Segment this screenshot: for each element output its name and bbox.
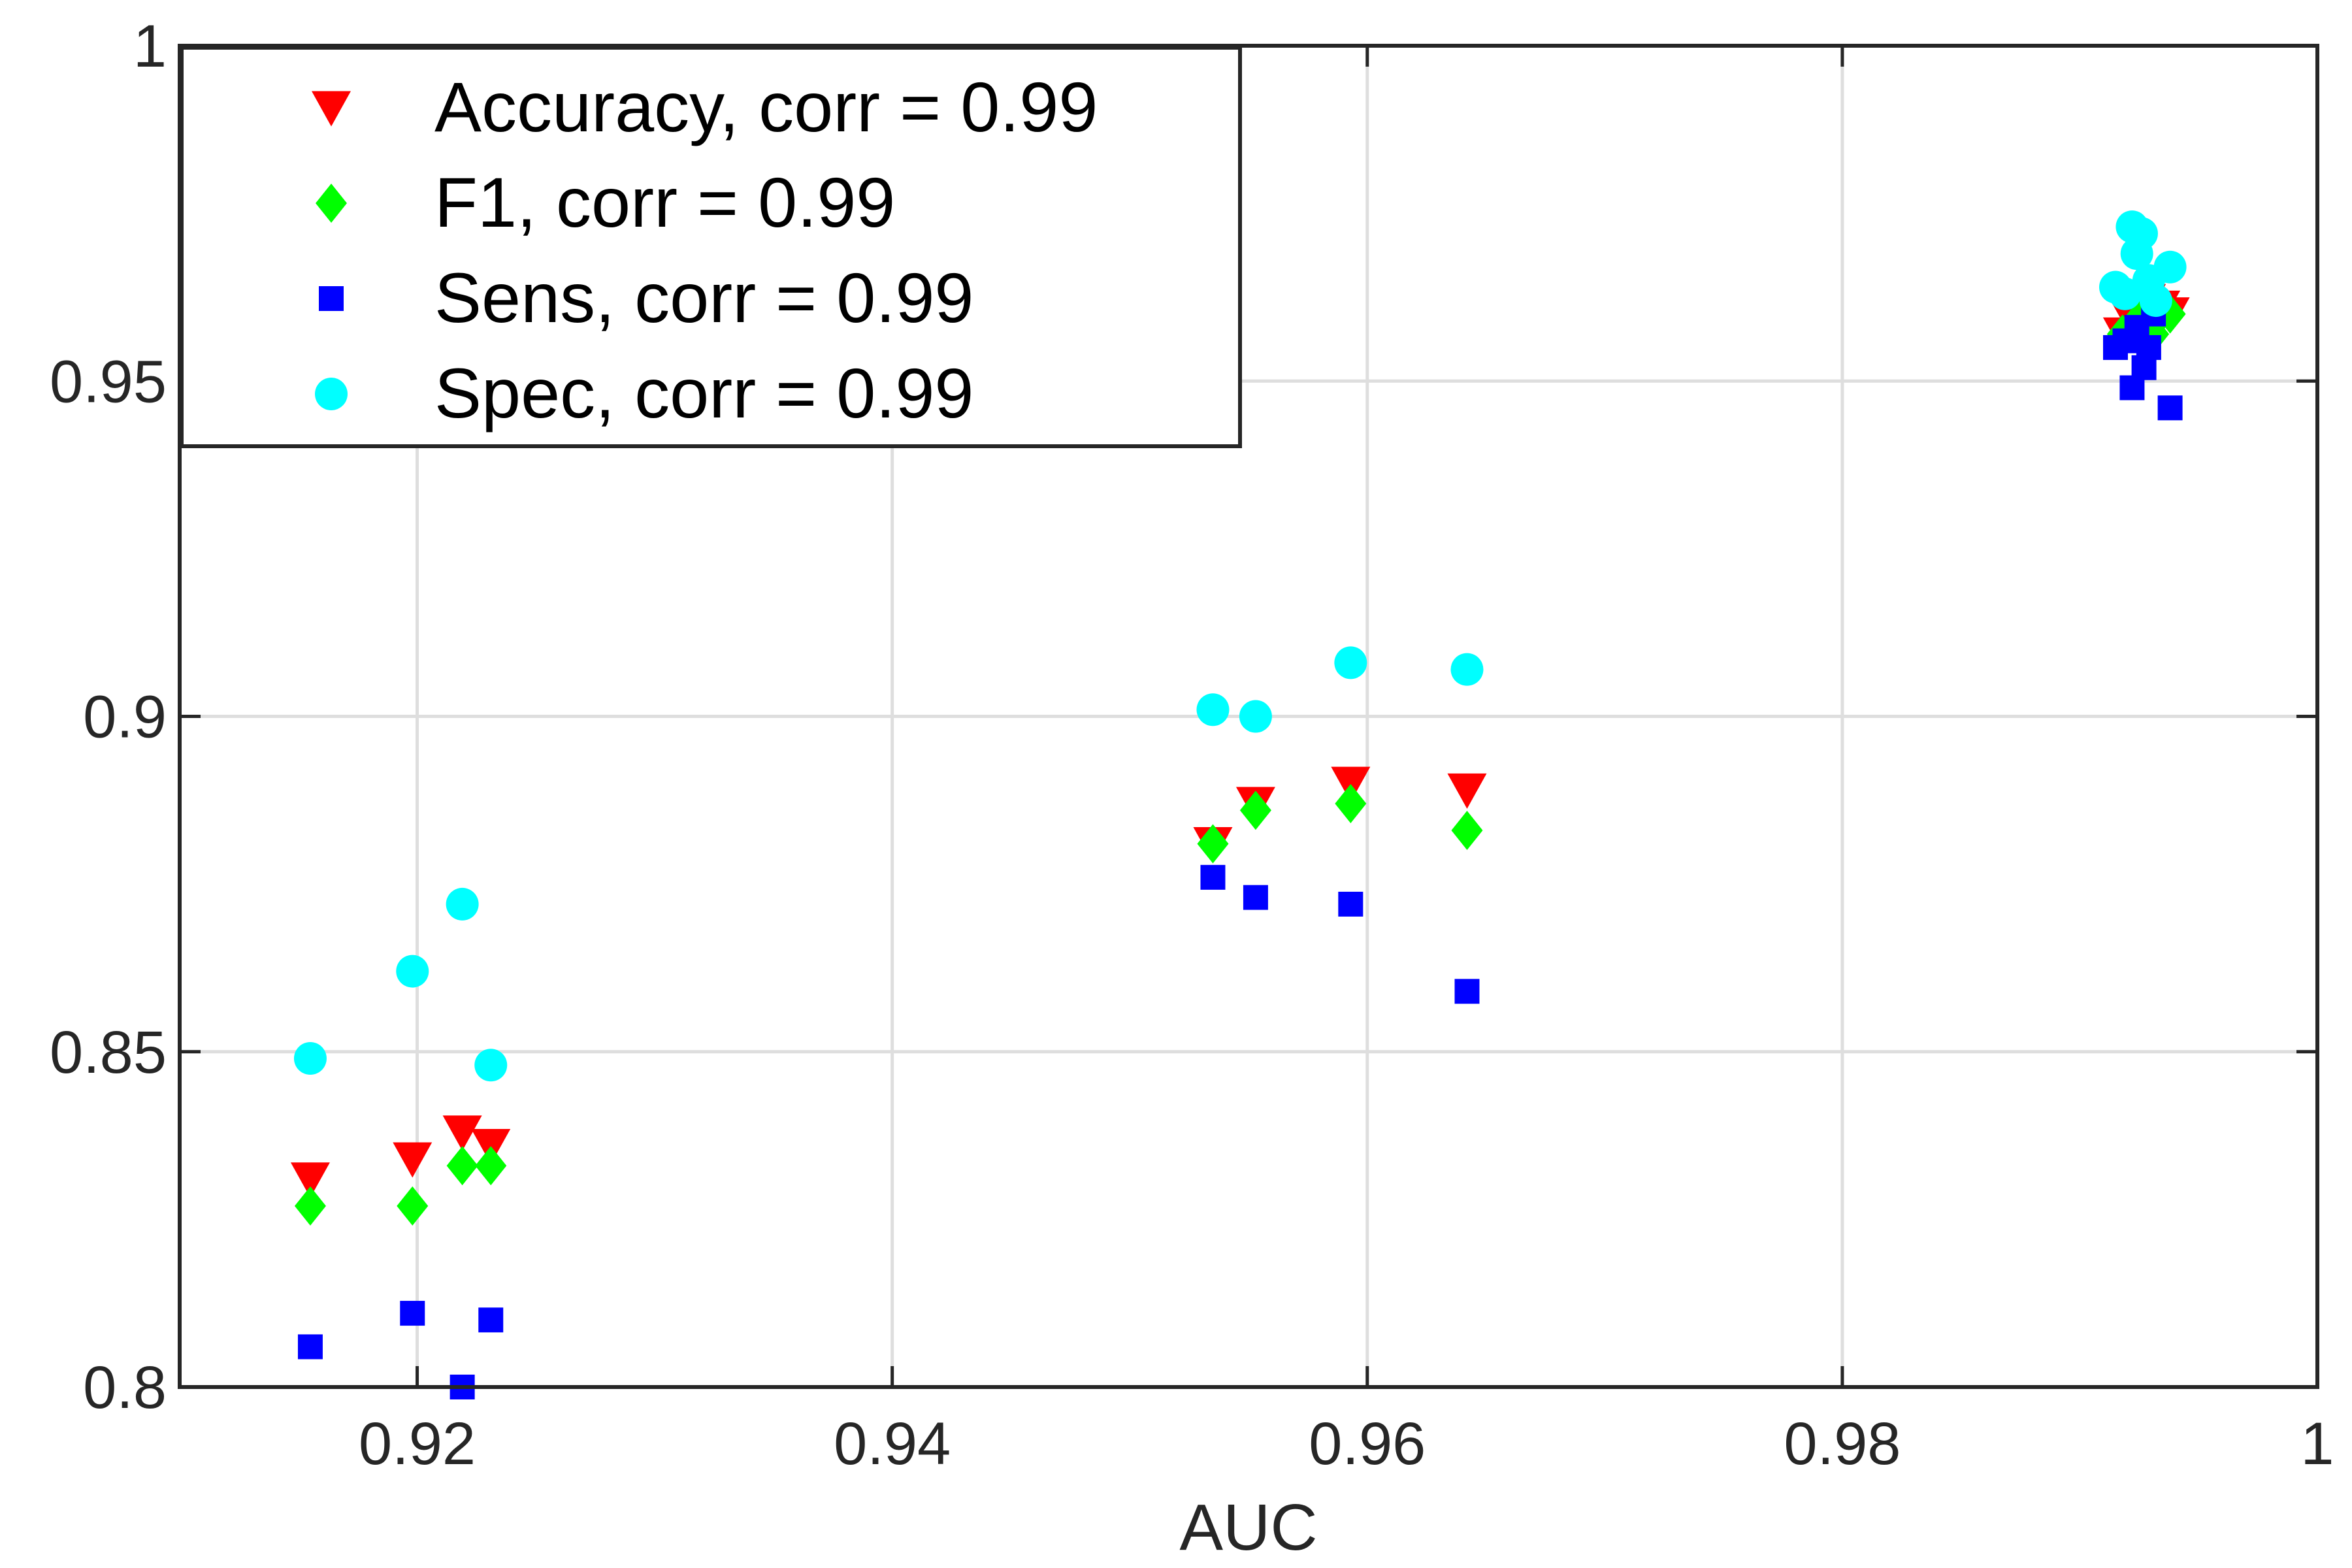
spec-point [2125, 217, 2158, 250]
axis-ticks: 0.92 0.94 0.96 0.98 1 0.8 0.85 0.9 0.95 1 [50, 13, 2334, 1477]
spec-point [446, 887, 479, 921]
x-tick-label: 0.96 [1309, 1411, 1426, 1477]
sens-point [478, 1307, 504, 1333]
spec-point [293, 1042, 327, 1075]
sens-point [1454, 979, 1480, 1004]
y-tick-label: 0.85 [50, 1019, 167, 1086]
f1-point [1451, 811, 1483, 851]
accuracy-point [290, 1162, 330, 1198]
legend-box [180, 46, 1242, 448]
x-tick-label: 0.92 [359, 1411, 476, 1477]
legend-label-spec: Spec, corr = 0.99 [434, 353, 973, 433]
accuracy-point [442, 1115, 482, 1151]
f1-point [1197, 824, 1229, 864]
spec-point [1239, 700, 1272, 733]
spec-point [2139, 284, 2172, 318]
x-tick-label: 0.98 [1784, 1411, 1901, 1477]
accuracy-point [1447, 773, 1487, 809]
sens-point [1338, 891, 1364, 917]
legend-marker-f1 [316, 184, 347, 223]
legend-markers [312, 91, 351, 410]
legend: Accuracy, corr = 0.99 F1, corr = 0.99 Se… [180, 46, 1242, 448]
y-tick-label: 0.95 [50, 348, 167, 415]
legend-label-f1: F1, corr = 0.99 [434, 163, 895, 242]
sens-point [1243, 885, 1268, 910]
spec-point [474, 1049, 508, 1082]
f1-point [397, 1186, 429, 1226]
sens-point [297, 1334, 323, 1360]
legend-label-sens: Sens, corr = 0.99 [434, 258, 973, 337]
f1-point [446, 1146, 478, 1186]
x-tick-label: 1 [2300, 1411, 2334, 1477]
spec-point [1450, 653, 1484, 686]
sens-point [400, 1301, 425, 1326]
spec-point [1334, 646, 1367, 679]
legend-marker-sens [319, 286, 344, 311]
spec-point [2153, 250, 2187, 284]
data-points [290, 210, 2190, 1399]
x-tick-label: 0.94 [834, 1411, 951, 1477]
sens-point [1200, 864, 1226, 890]
legend-label-accuracy: Accuracy, corr = 0.99 [434, 67, 1098, 146]
f1-point [1335, 783, 1367, 823]
legend-marker-accuracy [312, 91, 351, 127]
spec-point [2108, 277, 2142, 310]
y-tick-label: 1 [133, 13, 167, 80]
spec-point [1196, 693, 1230, 727]
legend-marker-spec [315, 378, 348, 410]
sens-point [2157, 395, 2183, 421]
spec-point [396, 955, 429, 988]
x-axis-label: AUC [1179, 1491, 1317, 1564]
f1-point [475, 1146, 507, 1186]
y-tick-label: 0.8 [83, 1354, 167, 1421]
f1-point [294, 1186, 326, 1226]
y-tick-label: 0.9 [83, 684, 167, 751]
sens-point [2136, 335, 2161, 360]
f1-point [1239, 791, 1271, 830]
accuracy-point [393, 1142, 433, 1178]
